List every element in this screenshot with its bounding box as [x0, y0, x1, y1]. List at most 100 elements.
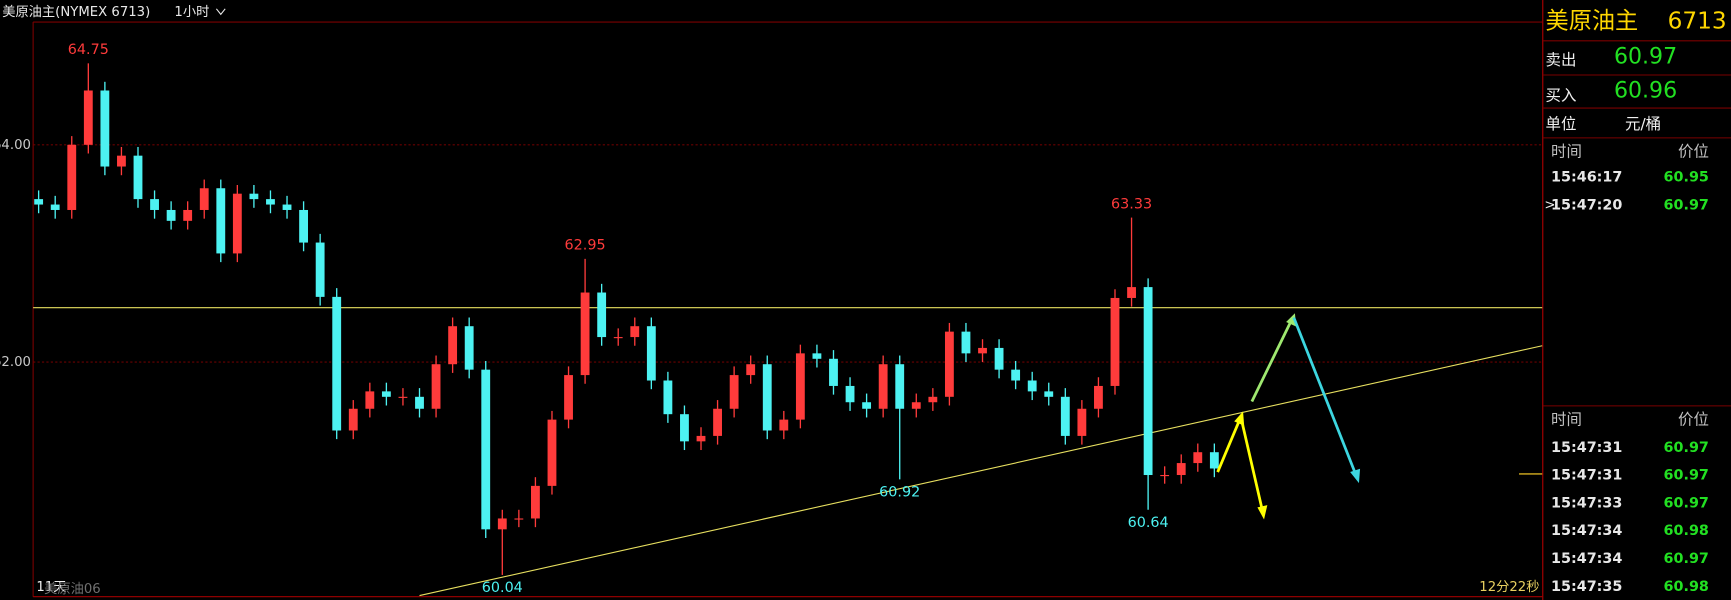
candle-body [83, 90, 93, 145]
candle-body [1160, 475, 1170, 477]
candle-body [216, 188, 226, 254]
days-label: 11天 [36, 580, 66, 595]
candle-body [630, 326, 640, 338]
tick-price: 60.97 [1664, 495, 1709, 511]
high-label: 63.33 [1111, 196, 1152, 212]
candle-body [481, 369, 491, 530]
candle-body [746, 364, 756, 376]
high-label: 64.75 [68, 42, 109, 58]
tick-price: 60.98 [1664, 523, 1709, 539]
candle-body [944, 331, 954, 397]
tick-price: 60.97 [1664, 197, 1709, 213]
candle-body [199, 188, 209, 210]
sell-label: 卖出 [1546, 51, 1577, 69]
countdown: 12分22秒 [1479, 579, 1539, 595]
arrow [1239, 416, 1265, 514]
panel-name: 美原油主 [1546, 8, 1639, 35]
candle-body [862, 402, 872, 409]
candle-body [1110, 297, 1120, 386]
tick-time: 15:47:35 [1551, 579, 1622, 595]
candle-body [829, 358, 838, 386]
candle-body [431, 364, 441, 409]
low-label: 60.92 [879, 485, 920, 501]
candle-body [1193, 452, 1203, 464]
period-chevron[interactable] [215, 8, 226, 16]
candle-body [183, 209, 193, 221]
candle-body [34, 199, 44, 205]
candle-body [1127, 287, 1136, 298]
arrow [1250, 317, 1294, 403]
candle-body [597, 292, 607, 338]
candle-body [398, 396, 408, 398]
candle-body [680, 414, 689, 442]
candle-body [812, 353, 822, 359]
candle-body [580, 292, 590, 376]
candle-body [299, 209, 309, 243]
candle-body [332, 296, 342, 431]
buy-label: 买入 [1546, 86, 1577, 104]
candle-body [166, 209, 176, 221]
period-selector[interactable]: 1小时 [174, 4, 209, 20]
candle-body [895, 364, 905, 409]
candle-body [795, 353, 805, 420]
candle-body [232, 193, 242, 254]
candle-body [514, 518, 524, 520]
tick-time: 15:47:20 [1551, 197, 1622, 213]
candle-body [878, 364, 888, 409]
tick-time: 15:46:17 [1551, 170, 1622, 186]
symbol-title[interactable]: 美原油主(NYMEX 6713) [2, 4, 150, 20]
candle-body [117, 155, 126, 167]
candle-body [67, 144, 77, 210]
candle-body [729, 375, 739, 409]
candle-body [348, 408, 358, 431]
candle-body [50, 204, 60, 210]
tick-price: 60.97 [1664, 440, 1709, 456]
trend-line [419, 345, 1543, 597]
candle-body [497, 518, 507, 530]
candle-body [1094, 385, 1103, 409]
candle-body [464, 326, 474, 370]
candle-body [713, 408, 722, 436]
candle-body [315, 242, 325, 297]
candle-body [613, 337, 623, 339]
candle-body [1077, 408, 1087, 436]
unit-label: 单位 [1546, 115, 1577, 133]
table-header: 时间 [1551, 143, 1582, 161]
candle-body [564, 375, 573, 420]
candle-body [1176, 463, 1186, 476]
contract-label: 美原油06 [44, 581, 101, 597]
candle-body [448, 326, 458, 365]
candle-body [282, 204, 292, 210]
table-header: 价位 [1678, 411, 1709, 429]
buy-price: 60.96 [1614, 79, 1677, 104]
candle-body [1044, 391, 1054, 397]
candle-body [1011, 369, 1021, 381]
panel-code: 6713 [1668, 8, 1727, 35]
arrowhead [1350, 468, 1361, 484]
table-header: 价位 [1678, 143, 1709, 161]
high-label: 62.95 [565, 238, 606, 254]
tick-price: 60.98 [1664, 579, 1709, 595]
candle-body [547, 419, 557, 486]
candle-body [133, 155, 143, 200]
tick-time: 15:47:34 [1551, 551, 1622, 567]
y-tick-label: 64.00 [0, 138, 31, 153]
tick-time: 15:47:31 [1551, 440, 1622, 456]
chart-layer: 64.00 62.00 64.75 62.95 63.33 60.04 60.92 60.64 [0, 42, 1543, 597]
sell-price: 60.97 [1614, 44, 1677, 69]
low-label: 60.64 [1128, 515, 1169, 531]
candle-body [994, 347, 1004, 370]
tick-time: 15:47:34 [1551, 523, 1622, 539]
forecast-arrows [1216, 313, 1361, 520]
candle-body [911, 402, 921, 409]
tick-time: 15:47:31 [1551, 468, 1622, 484]
candle-body [961, 331, 971, 354]
candle-body [365, 391, 375, 409]
candle-body [1209, 452, 1219, 469]
y-tick-label: 62.00 [0, 355, 31, 370]
row-cursor: > [1544, 198, 1555, 213]
low-label: 60.04 [482, 580, 523, 596]
candle-body [150, 199, 159, 210]
